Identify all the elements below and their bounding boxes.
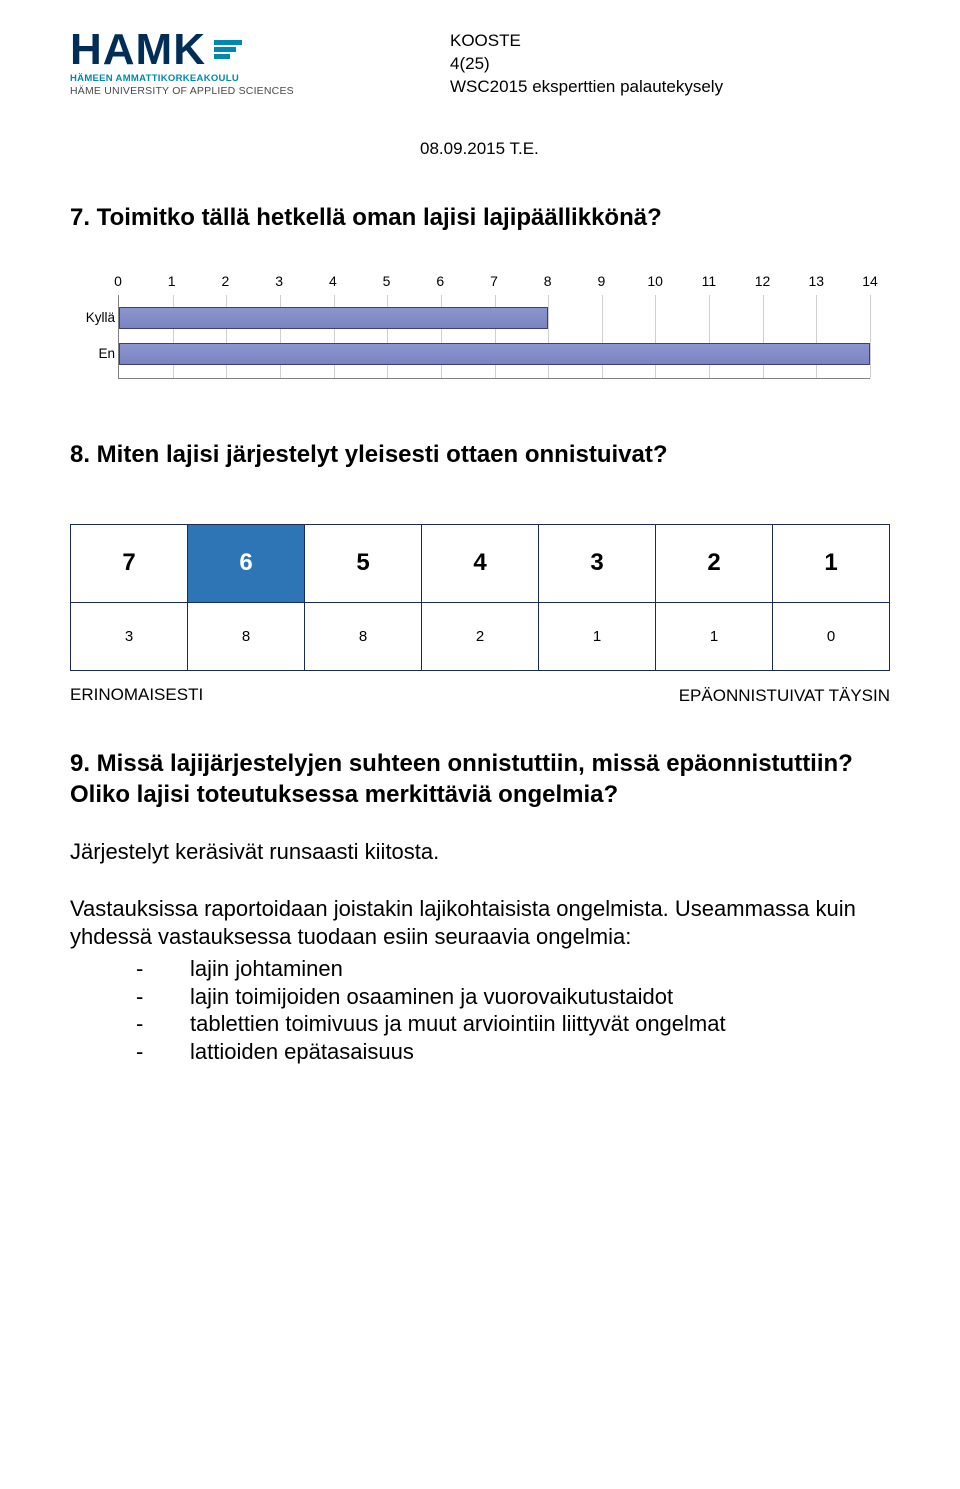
- q7-tick-label: 6: [436, 273, 444, 289]
- q7-tick-label: 8: [544, 273, 552, 289]
- q8-scale-labels: ERINOMAISESTI EPÄONNISTUIVAT TÄYSIN: [70, 685, 890, 707]
- q7-title: 7. Toimitko tällä hetkellä oman lajisi l…: [70, 204, 890, 232]
- header: HAMK HÄMEEN AMMATTIKORKEAKOULU HÄME UNIV…: [70, 30, 890, 99]
- q7-bars: Kyllä En: [118, 295, 870, 379]
- q9-bullet: tablettien toimivuus ja muut arviointiin…: [70, 1010, 890, 1038]
- q8-value-cell: 8: [305, 602, 422, 670]
- q7-bar-row: Kyllä: [119, 307, 870, 329]
- q7-bar: [119, 343, 870, 365]
- logo-title: HAMK: [70, 30, 310, 70]
- q7-axis: 01234567891011121314: [118, 273, 870, 295]
- q9-bullets: lajin johtaminenlajin toimijoiden osaami…: [70, 955, 890, 1066]
- q7-tick-label: 11: [702, 273, 717, 289]
- q7-tick-label: 14: [862, 273, 878, 289]
- q8-value-row: 3882110: [71, 602, 890, 670]
- logo-bars-icon: [214, 40, 242, 59]
- q7-tick-label: 13: [808, 273, 824, 289]
- date-line: 08.09.2015 T.E.: [420, 139, 890, 159]
- q9-title: 9. Missä lajijärjestelyjen suhteen onnis…: [70, 749, 890, 810]
- q8-title: 8. Miten lajisi järjestelyt yleisesti ot…: [70, 441, 890, 469]
- q7-tick-label: 10: [647, 273, 663, 289]
- q8-table: 7654321 3882110: [70, 524, 890, 671]
- q7-tick-label: 7: [490, 273, 498, 289]
- q9-bullet: lajin johtaminen: [70, 955, 890, 983]
- header-meta-line1: KOOSTE: [450, 30, 723, 53]
- q8-value-cell: 3: [71, 602, 188, 670]
- q8-header-cell: 6: [188, 524, 305, 602]
- q7-tick-label: 1: [168, 273, 176, 289]
- q8-value-cell: 8: [188, 602, 305, 670]
- q7-tick-label: 9: [598, 273, 606, 289]
- q7-bar-label: Kyllä: [77, 310, 115, 325]
- q8-header-cell: 7: [71, 524, 188, 602]
- q8-header-cell: 4: [422, 524, 539, 602]
- header-meta-line2: 4(25): [450, 53, 723, 76]
- q8-value-cell: 0: [773, 602, 890, 670]
- logo-subtitle-1: HÄMEEN AMMATTIKORKEAKOULU: [70, 73, 310, 84]
- q7-tick-label: 2: [222, 273, 230, 289]
- q8-value-cell: 1: [539, 602, 656, 670]
- q8-header-cell: 5: [305, 524, 422, 602]
- q8-header-cell: 1: [773, 524, 890, 602]
- q8-label-right: EPÄONNISTUIVAT TÄYSIN: [679, 685, 890, 707]
- q9-bullet: lattioiden epätasaisuus: [70, 1038, 890, 1066]
- q7-tick-label: 4: [329, 273, 337, 289]
- q7-bar-label: En: [77, 346, 115, 361]
- logo-subtitle-2: HÄME UNIVERSITY OF APPLIED SCIENCES: [70, 85, 310, 97]
- q8-header-row: 7654321: [71, 524, 890, 602]
- q8-scale: 7654321 3882110 ERINOMAISESTI EPÄONNISTU…: [70, 524, 890, 707]
- header-meta-line3: WSC2015 eksperttien palautekysely: [450, 76, 723, 99]
- q8-header-cell: 3: [539, 524, 656, 602]
- q7-bar: [119, 307, 548, 329]
- q9-para1: Järjestelyt keräsivät runsaasti kiitosta…: [70, 838, 890, 866]
- q9-bullet: lajin toimijoiden osaaminen ja vuorovaik…: [70, 983, 890, 1011]
- header-meta: KOOSTE 4(25) WSC2015 eksperttien palaute…: [450, 30, 723, 99]
- q7-bar-row: En: [119, 343, 870, 365]
- q7-tick-label: 3: [275, 273, 283, 289]
- q8-header-cell: 2: [656, 524, 773, 602]
- q8-label-left: ERINOMAISESTI: [70, 685, 203, 707]
- q7-chart: 01234567891011121314 KylläEn: [70, 267, 890, 381]
- q7-tick-label: 12: [755, 273, 771, 289]
- q9-para2: Vastauksissa raportoidaan joistakin laji…: [70, 895, 890, 951]
- q8-value-cell: 2: [422, 602, 539, 670]
- q7-tick-label: 0: [114, 273, 122, 289]
- page: HAMK HÄMEEN AMMATTIKORKEAKOULU HÄME UNIV…: [0, 0, 960, 1106]
- logo: HAMK HÄMEEN AMMATTIKORKEAKOULU HÄME UNIV…: [70, 30, 310, 97]
- q8-value-cell: 1: [656, 602, 773, 670]
- logo-title-text: HAMK: [70, 30, 206, 70]
- q7-tick-label: 5: [383, 273, 391, 289]
